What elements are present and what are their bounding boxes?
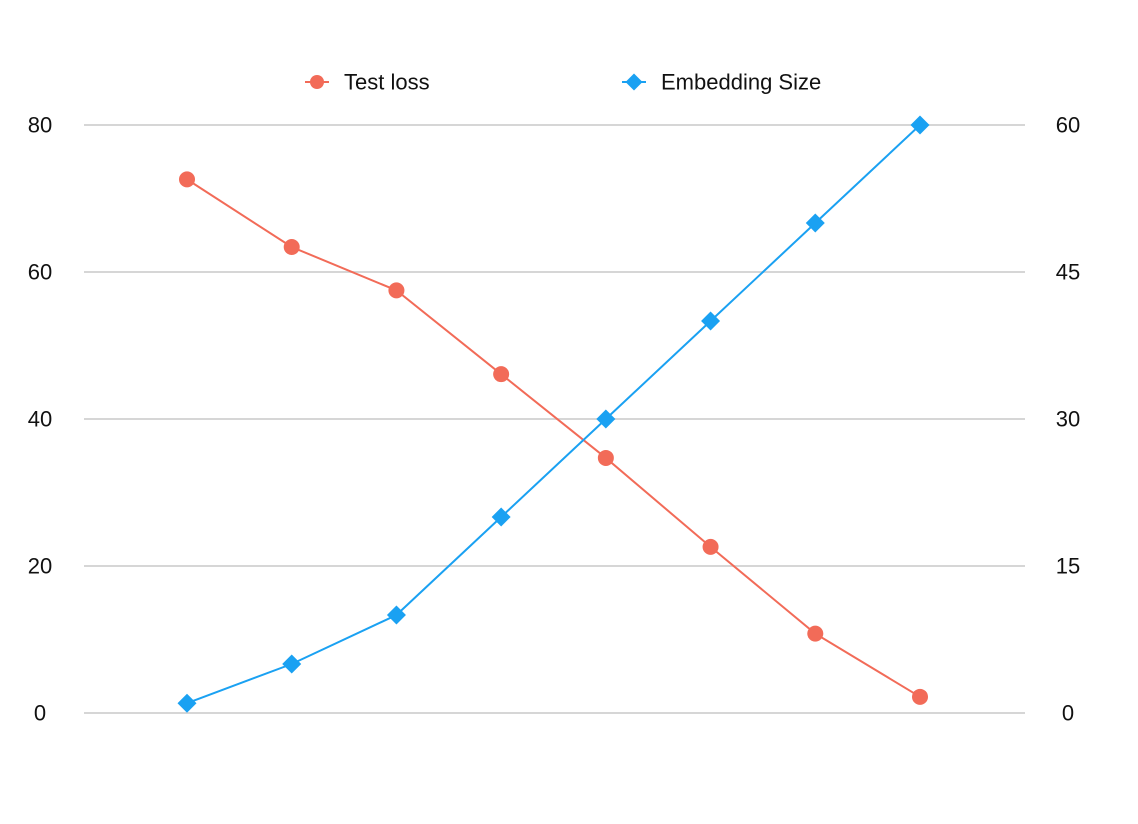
- data-point: [702, 538, 719, 555]
- right-tick-label: 0: [1062, 701, 1074, 726]
- data-point: [597, 449, 614, 466]
- legend-label: Test loss: [344, 70, 430, 95]
- right-tick-label: 30: [1056, 407, 1080, 432]
- legend: Test loss Embedding Size: [305, 70, 821, 95]
- series-test-loss: [179, 171, 928, 705]
- series-line: [186, 178, 921, 698]
- legend-item: Test loss: [305, 70, 430, 95]
- data-point: [912, 688, 928, 705]
- left-tick-label: 20: [28, 554, 52, 579]
- data-point: [388, 282, 405, 299]
- legend-marker: [310, 75, 324, 89]
- data-point: [493, 366, 510, 383]
- data-point: [179, 171, 195, 188]
- series-embedding-size: [177, 115, 930, 713]
- data-point: [491, 507, 511, 527]
- legend-item: Embedding Size: [622, 70, 821, 95]
- data-point: [596, 409, 616, 429]
- right-tick-label: 15: [1056, 554, 1080, 579]
- data-point: [910, 115, 930, 135]
- left-tick-label: 40: [28, 407, 52, 432]
- right-tick-label: 45: [1056, 260, 1080, 285]
- series-line: [186, 124, 921, 705]
- data-point: [805, 213, 825, 233]
- gridlines: [84, 124, 1025, 714]
- data-point: [386, 605, 406, 625]
- right-y-axis: 0 15 30 45 60: [1056, 113, 1080, 726]
- left-tick-label: 80: [28, 113, 52, 138]
- data-point: [177, 693, 197, 713]
- right-tick-label: 60: [1056, 113, 1080, 138]
- legend-marker: [625, 73, 643, 91]
- data-point: [807, 625, 824, 642]
- data-point: [282, 654, 302, 674]
- legend-label: Embedding Size: [661, 70, 821, 95]
- series-layer: [177, 115, 930, 713]
- left-tick-label: 0: [34, 701, 46, 726]
- left-tick-label: 60: [28, 260, 52, 285]
- data-point: [283, 239, 300, 256]
- data-point: [701, 311, 721, 331]
- left-y-axis: 0 20 40 60 80: [28, 113, 52, 726]
